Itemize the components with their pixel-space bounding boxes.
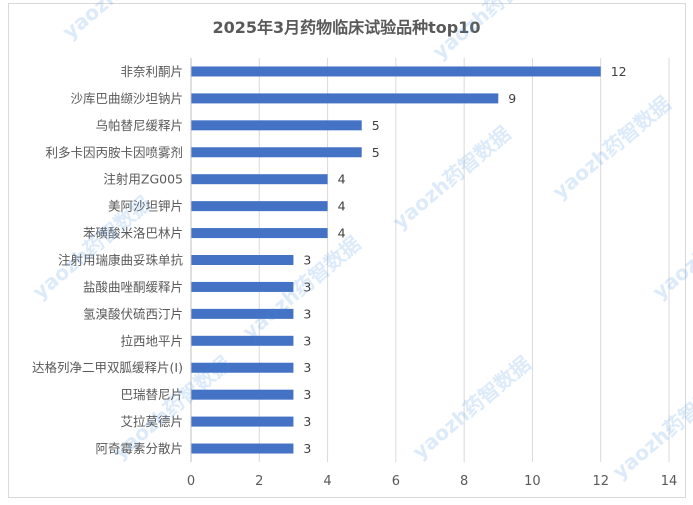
data-label-8: 3	[303, 279, 311, 294]
watermark-1: yaozh药智数据	[428, 0, 555, 64]
bar-12	[191, 389, 294, 400]
data-label-0: 12	[611, 64, 627, 79]
category-label-8: 盐酸曲唑酮缓释片	[83, 279, 183, 294]
data-label-14: 3	[303, 441, 311, 456]
data-label-9: 3	[303, 306, 311, 321]
category-label-12: 巴瑞替尼片	[120, 387, 183, 402]
bar-2	[191, 120, 362, 131]
category-label-14: 阿奇霉素分散片	[95, 441, 183, 456]
category-label-4: 注射用ZG005	[103, 172, 183, 187]
watermark-9: yaozh药智数据	[608, 371, 693, 483]
category-label-6: 苯磺酸米洛巴林片	[83, 226, 183, 241]
category-label-5: 美阿沙坦钾片	[108, 199, 183, 214]
category-label-3: 利多卡因丙胺卡因喷雾剂	[45, 145, 183, 160]
category-label-13: 艾拉莫德片	[120, 414, 183, 429]
x-tick-label-5: 10	[524, 474, 541, 489]
bar-6	[191, 228, 328, 239]
data-label-5: 4	[338, 199, 346, 214]
x-tick-label-4: 8	[460, 474, 468, 489]
category-label-2: 乌帕替尼缓释片	[95, 118, 183, 133]
data-label-10: 3	[303, 333, 311, 348]
watermark-3: yaozh药智数据	[388, 121, 515, 233]
x-tick-label-6: 12	[592, 474, 609, 489]
bar-8	[191, 281, 294, 292]
watermark-7: yaozh药智数据	[648, 191, 693, 303]
chart-title: 2025年3月药物临床试验品种top10	[212, 18, 481, 37]
data-label-4: 4	[338, 172, 346, 187]
x-tick-label-2: 4	[323, 474, 331, 489]
bar-14	[191, 443, 294, 454]
data-label-1: 9	[508, 91, 516, 106]
x-tick-label-3: 6	[392, 474, 400, 489]
data-label-11: 3	[303, 360, 311, 375]
category-label-10: 拉西地平片	[120, 333, 183, 348]
bar-9	[191, 308, 294, 319]
bar-10	[191, 335, 294, 346]
watermark-6: yaozh药智数据	[408, 351, 535, 463]
x-tick-label-7: 14	[661, 474, 678, 489]
data-label-7: 3	[303, 253, 311, 268]
category-label-9: 氢溴酸伏硫西汀片	[83, 306, 183, 321]
data-label-2: 5	[372, 118, 380, 133]
bar-4	[191, 174, 328, 185]
watermark-0: yaozh药智数据	[58, 0, 185, 44]
category-label-0: 非奈利酮片	[120, 64, 183, 79]
category-label-1: 沙库巴曲缬沙坦钠片	[70, 91, 183, 106]
bar-11	[191, 362, 294, 373]
data-label-6: 4	[338, 226, 346, 241]
data-label-3: 5	[372, 145, 380, 160]
chart-frame	[8, 3, 686, 498]
bar-0	[191, 66, 601, 77]
bar-13	[191, 416, 294, 427]
bar-1	[191, 93, 499, 104]
category-label-11: 达格列净二甲双胍缓释片(Ⅰ)	[32, 360, 183, 375]
bar-3	[191, 147, 362, 158]
bar-7	[191, 255, 294, 265]
data-label-12: 3	[303, 387, 311, 402]
data-label-13: 3	[303, 414, 311, 429]
watermark-2: yaozh药智数据	[548, 91, 675, 203]
bar-5	[191, 201, 328, 212]
category-label-7: 注射用瑞康曲妥珠单抗	[58, 253, 184, 268]
x-tick-label-0: 0	[187, 474, 195, 489]
x-tick-label-1: 2	[255, 474, 263, 489]
